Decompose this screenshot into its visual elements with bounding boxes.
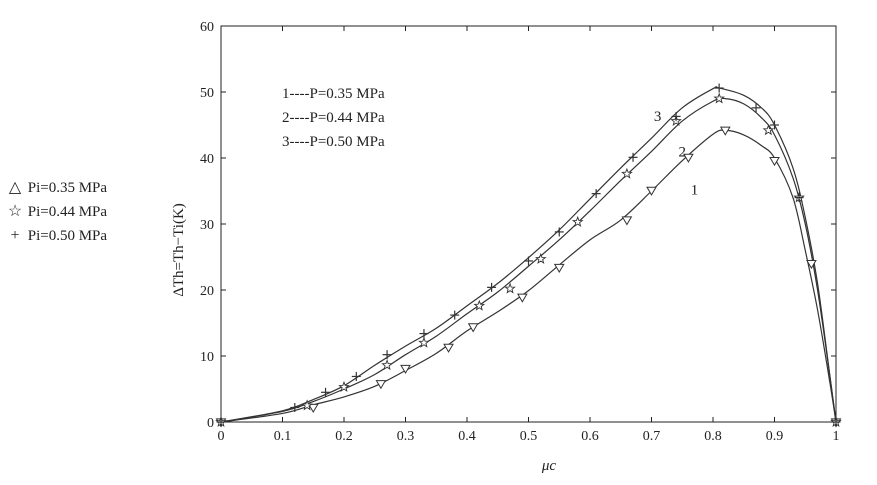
data-point-series-1 xyxy=(516,293,528,303)
data-point-series-3 xyxy=(450,310,460,320)
data-point-series-2 xyxy=(301,399,313,411)
data-point-series-1 xyxy=(443,343,454,353)
marker-legend-item-1: △ Pi=0.35 MPa xyxy=(6,176,107,200)
x-tick-label: 0.7 xyxy=(643,429,661,444)
data-point-series-3 xyxy=(628,152,638,162)
data-point-series-2 xyxy=(571,215,584,227)
marker-legend: △ Pi=0.35 MPa ☆ Pi=0.44 MPa + Pi=0.50 MP… xyxy=(6,176,107,248)
y-tick-label: 40 xyxy=(200,152,214,167)
data-point-series-3 xyxy=(351,371,361,381)
x-tick-label: 0.5 xyxy=(520,429,538,444)
data-point-series-3 xyxy=(671,111,681,121)
x-axis-label: μc xyxy=(541,458,557,474)
y-axis-label: ΔTh=Th−Ti(K) xyxy=(171,203,187,297)
data-point-series-3 xyxy=(751,103,761,113)
data-point-series-1 xyxy=(553,263,565,274)
x-tick-label: 0.1 xyxy=(274,429,292,444)
x-tick-label: 0.9 xyxy=(766,429,784,444)
data-point-series-1 xyxy=(400,364,411,375)
data-point-series-3 xyxy=(770,120,779,130)
x-tick-label: 1 xyxy=(833,429,840,444)
series-layer xyxy=(220,86,837,423)
data-point-series-3 xyxy=(591,189,601,199)
data-point-series-3 xyxy=(794,193,804,203)
data-point-series-3 xyxy=(321,387,331,397)
triangle-icon: △ xyxy=(8,179,22,196)
data-point-series-1 xyxy=(683,153,694,163)
series-line-2 xyxy=(220,97,837,423)
data-point-series-2 xyxy=(473,299,486,311)
data-point-series-1 xyxy=(307,403,319,413)
svg-text:ΔTh=Th−Ti(K): ΔTh=Th−Ti(K) xyxy=(171,203,187,297)
y-tick-label: 50 xyxy=(200,86,214,101)
data-point-series-3 xyxy=(216,417,226,427)
data-point-series-2 xyxy=(713,92,725,104)
data-point-series-3 xyxy=(382,350,392,360)
data-point-series-3 xyxy=(419,329,429,339)
plus-icon: + xyxy=(10,227,20,244)
data-point-series-2 xyxy=(338,380,350,392)
x-tick-label: 0.8 xyxy=(704,429,722,444)
y-tick-label: 60 xyxy=(200,20,214,35)
data-point-series-2 xyxy=(504,282,516,294)
x-tick-label: 0.6 xyxy=(581,429,599,444)
data-point-series-1 xyxy=(467,323,479,333)
series-line-3 xyxy=(220,86,837,423)
x-tick-label: 0.3 xyxy=(397,429,415,444)
line-legend-item: 3----P=0.50 MPa xyxy=(282,134,385,150)
data-point-series-2 xyxy=(418,336,430,348)
data-point-series-2 xyxy=(762,124,775,136)
line-legend-item: 1----P=0.35 MPa xyxy=(282,86,385,102)
line-legend: 1----P=0.35 MPa 2----P=0.44 MPa 3----P=0.5… xyxy=(282,86,385,150)
marker-layer: 1 2 3 xyxy=(215,83,842,428)
y-tick-label: 0 xyxy=(207,416,214,431)
x-tick-label: 0.2 xyxy=(335,429,353,444)
data-point-series-3 xyxy=(554,227,564,237)
y-tick-label: 20 xyxy=(200,284,214,299)
data-point-series-3 xyxy=(524,256,533,266)
x-tick-label: 0 xyxy=(218,429,225,444)
x-tick-label: 0.4 xyxy=(458,429,476,444)
data-point-series-3 xyxy=(487,282,497,292)
star-icon: ☆ xyxy=(7,203,23,220)
marker-legend-item-3: + Pi=0.50 MPa xyxy=(6,224,107,248)
marker-legend-item-2: ☆ Pi=0.44 MPa xyxy=(6,200,107,224)
axes: 0 0.1 0.2 0.3 0.4 0.5 0.6 0.7 0.8 0.9 101020304050… xyxy=(200,20,840,444)
data-point-series-1 xyxy=(769,156,780,167)
data-point-series-2 xyxy=(621,167,633,179)
curve-label: 2 xyxy=(679,145,687,161)
marker-legend-label: Pi=0.35 MPa xyxy=(27,180,108,196)
data-point-series-2 xyxy=(381,359,393,371)
data-point-series-1 xyxy=(719,126,731,136)
data-point-series-1 xyxy=(375,380,387,390)
data-point-series-3 xyxy=(290,402,300,412)
marker-legend-label: Pi=0.50 MPa xyxy=(27,228,108,244)
data-point-series-1 xyxy=(806,259,817,270)
data-point-series-3 xyxy=(714,83,724,93)
data-point-series-1 xyxy=(646,186,657,196)
series-line-1 xyxy=(220,129,837,423)
data-point-series-2 xyxy=(534,252,547,264)
y-tick-label: 30 xyxy=(200,218,214,233)
y-tick-label: 10 xyxy=(200,350,214,365)
line-legend-item: 2----P=0.44 MPa xyxy=(282,110,385,126)
data-point-series-1 xyxy=(621,216,633,226)
marker-legend-label: Pi=0.44 MPa xyxy=(27,204,108,220)
curve-label: 3 xyxy=(654,109,662,125)
curve-label: 1 xyxy=(691,182,699,198)
data-point-series-3 xyxy=(831,417,841,427)
